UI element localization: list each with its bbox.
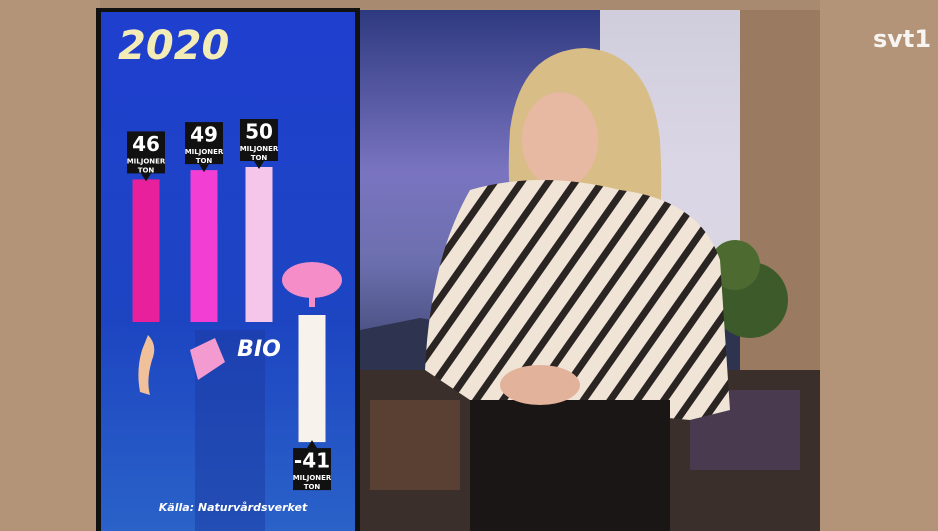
value-label: 50 (245, 120, 273, 144)
channel-logo: svt1 (873, 25, 931, 53)
category-label: BIO (237, 337, 281, 362)
broadcast-frame: 2020 Källa: Naturvårdsverket 46MILJONERT… (0, 0, 938, 531)
value-label: -41 (294, 449, 330, 473)
bar (133, 179, 160, 322)
bar (191, 170, 218, 322)
value-label: 46 (132, 132, 160, 156)
bar (246, 167, 273, 322)
bar (299, 315, 326, 442)
source: Källa: Naturvårdsverket (159, 501, 308, 514)
chart-title: 2020 (118, 23, 229, 69)
value-label: 49 (190, 123, 218, 147)
